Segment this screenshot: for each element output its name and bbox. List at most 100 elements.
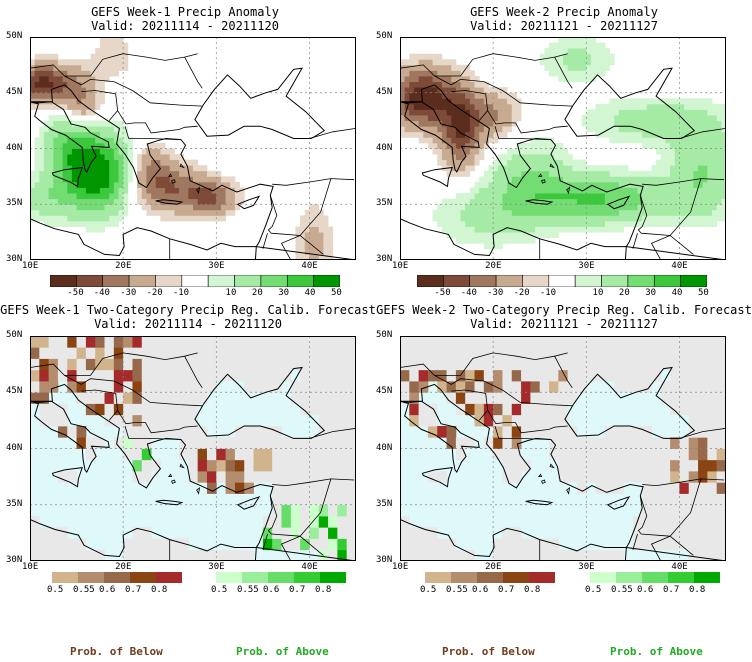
category-cell — [309, 516, 320, 528]
category-cell — [253, 471, 264, 483]
anomaly-cell — [563, 64, 569, 71]
anomaly-cell — [497, 131, 503, 138]
anomaly-cell — [474, 181, 480, 188]
anomaly-cell — [693, 148, 699, 155]
anomaly-cell — [525, 154, 531, 161]
category-cell — [400, 527, 410, 539]
anomaly-cell — [460, 209, 466, 216]
anomaly-cell — [642, 176, 648, 183]
anomaly-cell — [660, 142, 666, 149]
category-cell — [567, 471, 578, 483]
anomaly-cell — [43, 126, 50, 133]
category-cell — [670, 516, 680, 528]
anomaly-cell — [544, 226, 550, 233]
category-cell — [113, 369, 124, 382]
category-cell — [595, 459, 606, 472]
anomaly-cell — [123, 48, 129, 55]
anomaly-cell — [707, 137, 713, 144]
category-cell — [567, 426, 578, 438]
anomaly-cell — [220, 215, 226, 222]
category-cell — [502, 471, 513, 483]
anomaly-cell — [427, 126, 433, 133]
anomaly-cell — [525, 148, 531, 155]
anomaly-cell — [539, 181, 545, 188]
colorbar-label: -50 — [434, 288, 451, 298]
anomaly-cell — [693, 120, 699, 127]
category-cell — [318, 426, 329, 438]
anomaly-cell — [193, 215, 199, 222]
anomaly-cell — [300, 243, 306, 250]
anomaly-cell — [57, 92, 63, 99]
anomaly-cell — [193, 181, 199, 188]
anomaly-cell — [48, 159, 54, 166]
anomaly-cell — [123, 64, 129, 71]
anomaly-cell — [665, 120, 671, 127]
category-cell — [502, 549, 513, 561]
country-border — [64, 375, 203, 407]
category-cell — [337, 392, 348, 404]
anomaly-cell — [637, 187, 643, 194]
category-cell — [651, 493, 662, 506]
category-cell — [244, 381, 254, 393]
anomaly-cell — [104, 193, 110, 200]
anomaly-cell — [460, 193, 466, 200]
anomaly-cell — [437, 64, 443, 71]
category-cell — [502, 336, 513, 348]
category-cell — [502, 381, 513, 393]
anomaly-cell — [698, 193, 704, 200]
anomaly-cell — [502, 98, 508, 105]
category-cell — [272, 459, 282, 472]
anomaly-cell — [48, 59, 54, 66]
anomaly-cell — [525, 204, 531, 211]
lat-tick-label: 40N — [376, 142, 393, 153]
anomaly-cell — [576, 204, 583, 211]
anomaly-cell — [160, 165, 166, 172]
anomaly-cell — [95, 81, 101, 88]
anomaly-cell — [81, 103, 87, 110]
lon-tick-label: 10E — [392, 562, 409, 572]
anomaly-cell — [109, 181, 115, 188]
anomaly-cell — [712, 109, 718, 116]
anomaly-cell — [95, 148, 101, 155]
anomaly-cell — [188, 209, 194, 216]
anomaly-cell — [48, 53, 54, 60]
category-cell — [346, 336, 356, 348]
anomaly-cell — [637, 215, 643, 222]
anomaly-cell — [660, 159, 666, 166]
anomaly-cell — [474, 120, 480, 127]
category-cell — [465, 336, 475, 348]
category-cell — [698, 381, 708, 393]
category-cell — [539, 426, 550, 438]
anomaly-cell — [123, 137, 129, 144]
anomaly-cell — [716, 204, 722, 211]
category-cell — [409, 347, 420, 359]
category-cell — [225, 459, 236, 472]
anomaly-cell — [474, 220, 480, 227]
anomaly-cell — [674, 103, 680, 110]
category-cell — [281, 459, 292, 472]
anomaly-cell — [53, 137, 59, 144]
anomaly-cell — [628, 215, 634, 222]
category-cell — [30, 347, 40, 359]
anomaly-cell — [544, 209, 550, 216]
category-cell — [707, 358, 718, 371]
prob-swatch — [320, 572, 346, 583]
anomaly-cell — [572, 70, 578, 77]
anomaly-cell — [465, 226, 471, 233]
category-cell — [642, 493, 652, 506]
anomaly-cell — [39, 193, 45, 200]
anomaly-cell — [604, 103, 610, 110]
anomaly-cell — [618, 109, 624, 116]
category-cell — [328, 437, 338, 449]
anomaly-cell — [62, 220, 68, 227]
category-cell — [539, 414, 550, 427]
anomaly-cell — [39, 170, 45, 177]
coastline — [421, 467, 453, 488]
anomaly-cell — [451, 165, 457, 172]
anomaly-cell — [497, 209, 503, 216]
anomaly-cell — [516, 193, 522, 200]
anomaly-cell — [165, 148, 171, 155]
anomaly-cell — [465, 198, 471, 205]
anomaly-cell — [632, 209, 638, 216]
anomaly-cell — [483, 193, 489, 200]
